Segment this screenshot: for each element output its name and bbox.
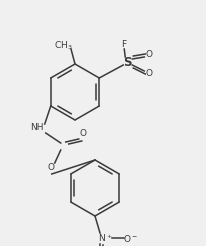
Text: O: O [145,70,152,78]
Text: F: F [120,40,125,48]
Text: O: O [47,164,54,172]
Text: N$^+$: N$^+$ [97,232,112,244]
Text: O: O [145,49,152,59]
Text: CH$_3$: CH$_3$ [53,40,72,52]
Text: NH: NH [30,123,43,133]
Text: O$^-$: O$^-$ [123,232,138,244]
Text: S: S [122,56,131,68]
Text: O: O [79,129,86,138]
